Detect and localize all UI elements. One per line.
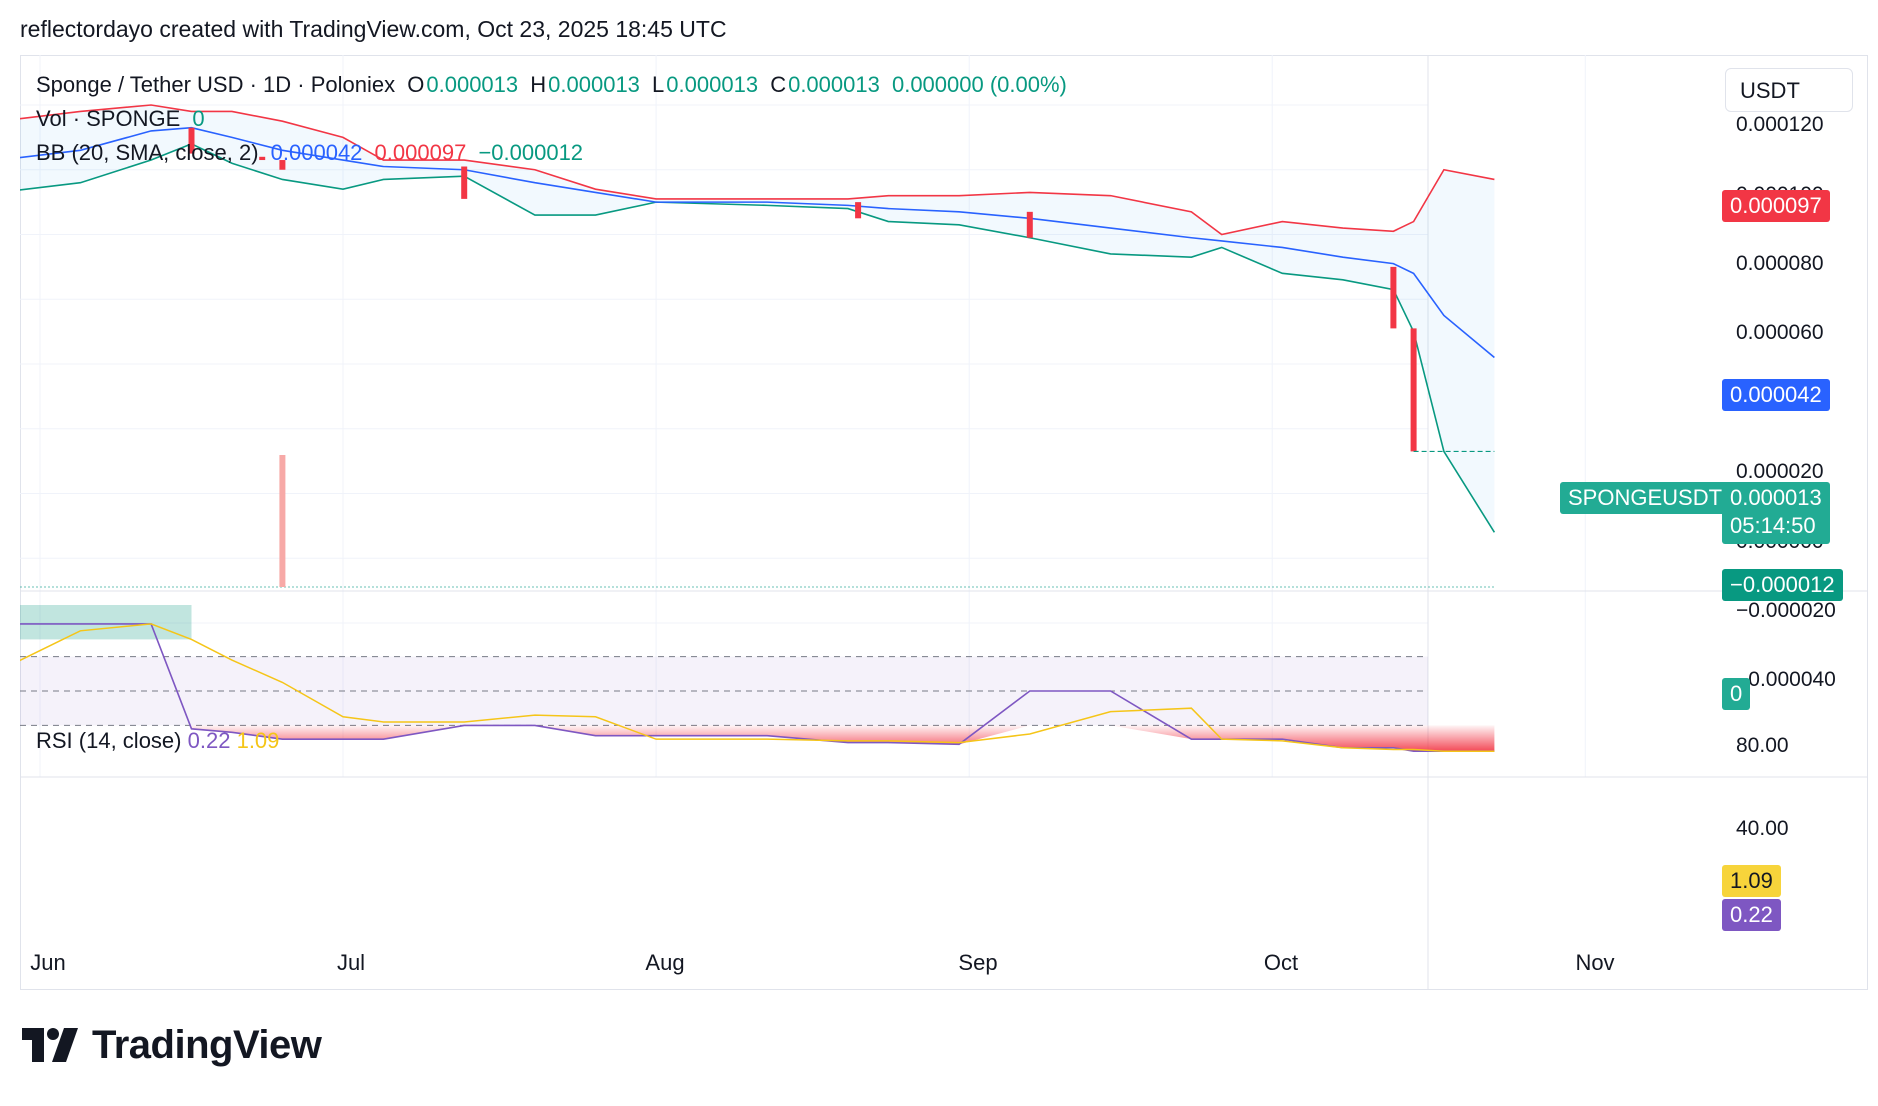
rsi-oversold-fill (191, 725, 1495, 752)
symbol-name-badge: SPONGEUSDT (1560, 482, 1731, 514)
price-tick: 0.000080 (1736, 252, 1824, 275)
legend-low-label: L (652, 72, 665, 97)
legend-high: 0.000013 (548, 72, 640, 97)
rsi-overbought-fill (20, 605, 192, 640)
legend-bb-upper: 0.000097 (374, 140, 467, 165)
last-price-badge: 0.000013 05:14:50 (1722, 482, 1830, 544)
chart-frame (20, 55, 1868, 990)
tradingview-logo[interactable]: TradingView (22, 1022, 322, 1067)
candle (1410, 328, 1417, 452)
legend-rsi-label[interactable]: RSI (14, close) (36, 728, 182, 753)
candle (259, 156, 266, 161)
rsi-ma-line (20, 623, 1495, 752)
price-tick: −0.000020 (1736, 599, 1836, 622)
legend-bb-label[interactable]: BB (20, SMA, close, 2) (36, 140, 259, 165)
rsi-badge: 0.22 (1722, 899, 1781, 931)
legend-symbol[interactable]: Sponge / Tether USD · 1D · Poloniex (36, 72, 396, 97)
price-tick: −0.000040 (1736, 668, 1836, 691)
currency-selector[interactable]: USDT (1725, 68, 1853, 112)
legend-open: 0.000013 (426, 72, 519, 97)
candle (1026, 211, 1033, 238)
legend-rsi-row: RSI (14, close) 0.22 1.09 (36, 728, 279, 754)
bb-fill-area (20, 105, 1495, 533)
tradingview-logo-text: TradingView (92, 1022, 322, 1067)
legend-bb-row: BB (20, SMA, close, 2) 0.000042 0.000097… (36, 140, 589, 166)
last-price: 0.000013 (1730, 485, 1822, 510)
time-tick: Nov (1575, 950, 1615, 975)
time-tick: Sep (958, 950, 998, 975)
candle (279, 160, 286, 170)
legend-rsi-ma: 1.09 (236, 728, 280, 753)
price-tick: 0.000020 (1736, 460, 1824, 483)
bb-upper-badge: 0.000097 (1722, 190, 1830, 222)
time-tick: Oct (1263, 950, 1299, 975)
candle (188, 127, 195, 154)
legend-low: 0.000013 (666, 72, 759, 97)
legend-symbol-row: Sponge / Tether USD · 1D · Poloniex O0.0… (36, 72, 1073, 98)
rsi-tick: 80.00 (1736, 734, 1789, 757)
legend-volume-row: Vol · SPONGE 0 (36, 106, 211, 132)
candle (461, 166, 468, 199)
bb-lower-badge: −0.000012 (1722, 569, 1843, 601)
rsi-ma-badge: 1.09 (1722, 865, 1781, 897)
legend-vol-value: 0 (192, 106, 205, 131)
volume-bar (279, 455, 286, 587)
legend-vol-label[interactable]: Vol · SPONGE (36, 106, 181, 131)
legend-open-label: O (407, 72, 425, 97)
tradingview-logo-icon (22, 1028, 78, 1062)
price-tick: 0.000060 (1736, 321, 1824, 344)
countdown: 05:14:50 (1730, 513, 1816, 538)
legend-bb-basis: 0.000042 (270, 140, 363, 165)
candle (855, 202, 862, 219)
time-tick: Aug (645, 950, 685, 975)
legend-change: 0.000000 (0.00%) (891, 72, 1067, 97)
volume-badge: 0 (1722, 678, 1751, 710)
rsi-tick: 40.00 (1736, 817, 1789, 840)
attribution-text: reflectordayo created with TradingView.c… (20, 16, 727, 42)
chart-canvas[interactable] (20, 55, 1868, 990)
legend-high-label: H (530, 72, 547, 97)
legend-close: 0.000013 (788, 72, 880, 97)
bb-basis-line (20, 126, 1495, 359)
legend-bb-lower: −0.000012 (478, 140, 584, 165)
time-tick: Jun (30, 950, 66, 975)
bb-lower-line (20, 142, 1496, 533)
bb-upper-line (20, 104, 1495, 236)
legend-close-label: C (770, 72, 787, 97)
price-tick: 0.000120 (1736, 113, 1824, 136)
bb-basis-badge: 0.000042 (1722, 379, 1830, 411)
candle (1390, 266, 1397, 329)
legend-rsi-value: 0.22 (187, 728, 231, 753)
time-tick: Jul (336, 950, 366, 975)
